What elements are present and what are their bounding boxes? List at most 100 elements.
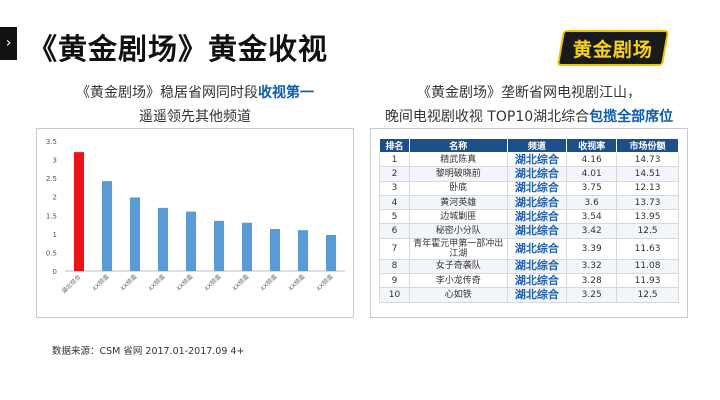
table-row: 9 李小龙传奇 湖北综合 3.28 11.93 — [379, 273, 679, 289]
y-tick-label: 0 — [53, 268, 57, 276]
rating-cell: 3.32 — [566, 258, 618, 275]
channel-cell: 湖北综合 — [506, 166, 568, 182]
col-name-header: 名称 — [408, 138, 508, 153]
page-title: 《黄金剧场》黄金收视 — [28, 32, 329, 66]
rank-cell: 7 — [379, 237, 410, 260]
channel-cell: 湖北综合 — [506, 237, 568, 260]
table-row: 1 精武陈真 湖北综合 4.16 14.73 — [379, 151, 679, 168]
left-heading-text: 《黄金剧场》稳居省网同时段 — [76, 85, 258, 101]
table-header-row: 排名 名称 频道 收视率 市场份额 — [379, 138, 679, 153]
col-channel-header: 频道 — [506, 138, 568, 153]
rating-cell: 3.75 — [566, 180, 618, 196]
x-tick-label: XX频道 — [314, 273, 334, 293]
share-cell: 13.73 — [616, 194, 679, 211]
x-tick-label: XX频道 — [146, 273, 166, 293]
name-cell: 黎明破晓前 — [408, 166, 508, 182]
x-tick-label: XX频道 — [118, 273, 138, 293]
rating-cell: 3.25 — [566, 287, 618, 303]
rating-cell: 4.16 — [566, 151, 618, 168]
rank-cell: 2 — [379, 166, 410, 182]
name-cell: 秘密小分队 — [408, 223, 508, 239]
table-row: 8 女子奇袭队 湖北综合 3.32 11.08 — [379, 258, 679, 275]
x-tick-label: XX频道 — [90, 273, 110, 293]
channel-cell: 湖北综合 — [506, 287, 568, 303]
bar — [213, 220, 225, 271]
rating-cell: 3.54 — [566, 209, 618, 225]
channel-cell: 湖北综合 — [506, 273, 568, 289]
rating-cell: 4.01 — [566, 166, 618, 182]
table-row: 4 黄河英雄 湖北综合 3.6 13.73 — [379, 194, 679, 211]
rank-cell: 4 — [379, 194, 410, 211]
y-tick-label: 1.5 — [46, 212, 57, 220]
name-cell: 青年霍元甲第一部冲出江湖 — [408, 237, 508, 260]
table-row: 7 青年霍元甲第一部冲出江湖 湖北综合 3.39 11.63 — [379, 237, 679, 260]
channel-cell: 湖北综合 — [506, 258, 568, 275]
rating-cell: 3.28 — [566, 273, 618, 289]
rating-cell: 3.6 — [566, 194, 618, 211]
x-tick-label: XX频道 — [174, 273, 194, 293]
rank-cell: 6 — [379, 223, 410, 239]
channel-cell: 湖北综合 — [506, 194, 568, 211]
bar — [73, 152, 85, 271]
name-cell: 心如铁 — [408, 287, 508, 303]
col-rank-header: 排名 — [379, 138, 410, 153]
rating-cell: 3.39 — [566, 237, 618, 260]
right-heading-line1: 《黄金剧场》垄断省网电视剧江山， — [417, 85, 641, 101]
name-cell: 边城剿匪 — [408, 209, 508, 225]
name-cell: 女子奇袭队 — [408, 258, 508, 275]
share-cell: 12.5 — [616, 287, 679, 303]
top10-table: 排名 名称 频道 收视率 市场份额 1 精武陈真 湖北综合 4.16 14.73 2 黎明… — [379, 138, 679, 303]
name-cell: 卧底 — [408, 180, 508, 196]
right-heading-highlight: 包揽全部席位 — [589, 109, 674, 125]
channel-cell: 湖北综合 — [506, 180, 568, 196]
left-heading-line1: 《黄金剧场》稳居省网同时段收视第一 — [36, 82, 354, 102]
y-tick-label: 2 — [53, 194, 57, 202]
bar-chart-svg: 0 0.5 1 1.5 2 2.5 3 3.5 湖北综合 XX频道 XX频道 XX频道 XX频道 XX频道… — [46, 138, 345, 296]
share-cell: 11.93 — [616, 273, 679, 289]
data-source-note: 数据来源：CSM 省网 2017.01-2017.09 4+ — [52, 346, 245, 357]
bar — [325, 234, 337, 271]
y-tick-label: 1 — [53, 231, 57, 239]
bar — [297, 230, 309, 271]
table-row: 2 黎明破晓前 湖北综合 4.01 14.51 — [379, 166, 679, 182]
left-heading-line2: 遥遥领先其他频道 — [139, 109, 251, 125]
rank-cell: 1 — [379, 151, 410, 168]
x-tick-label: XX频道 — [202, 273, 222, 293]
x-tick-label: XX频道 — [258, 273, 278, 293]
rank-cell: 3 — [379, 180, 410, 196]
y-tick-label: 3.5 — [46, 138, 57, 146]
rank-cell: 8 — [379, 258, 410, 275]
chevron-right-icon: › — [5, 35, 12, 51]
rank-cell: 5 — [379, 209, 410, 225]
share-cell: 11.08 — [616, 258, 679, 275]
nav-arrow-tab[interactable]: › — [0, 27, 17, 60]
top10-table-box: 排名 名称 频道 收视率 市场份额 1 精武陈真 湖北综合 4.16 14.73 2 黎明… — [370, 128, 688, 318]
x-tick-label: 湖北综合 — [60, 273, 83, 296]
golden-theater-logo: 黄金剧场 — [556, 30, 670, 66]
rank-cell: 9 — [379, 273, 410, 289]
bar — [185, 211, 197, 271]
y-tick-label: 2.5 — [46, 175, 57, 183]
channel-cell: 湖北综合 — [506, 223, 568, 239]
rank-cell: 10 — [379, 287, 410, 303]
bar — [101, 181, 113, 271]
left-heading-highlight: 收视第一 — [258, 85, 314, 101]
bar — [241, 222, 253, 271]
x-tick-label: XX频道 — [230, 273, 250, 293]
channel-cell: 湖北综合 — [506, 209, 568, 225]
table-row: 6 秘密小分队 湖北综合 3.42 12.5 — [379, 223, 679, 239]
col-share-header: 市场份额 — [616, 138, 679, 153]
ratings-bar-chart: 0 0.5 1 1.5 2 2.5 3 3.5 湖北综合 XX频道 XX频道 XX频道 XX频道 XX频道… — [36, 128, 354, 318]
name-cell: 精武陈真 — [408, 151, 508, 168]
right-heading-text: 晚间电视剧收视 TOP10湖北综合 — [384, 109, 590, 125]
table-row: 3 卧底 湖北综合 3.75 12.13 — [379, 180, 679, 196]
name-cell: 李小龙传奇 — [408, 273, 508, 289]
share-cell: 14.51 — [616, 166, 679, 182]
col-rating-header: 收视率 — [566, 138, 618, 153]
bar — [129, 197, 141, 271]
logo-text: 黄金剧场 — [572, 38, 653, 61]
table-row: 10 心如铁 湖北综合 3.25 12.5 — [379, 287, 679, 303]
share-cell: 11.63 — [616, 237, 679, 260]
share-cell: 13.95 — [616, 209, 679, 225]
rating-cell: 3.42 — [566, 223, 618, 239]
